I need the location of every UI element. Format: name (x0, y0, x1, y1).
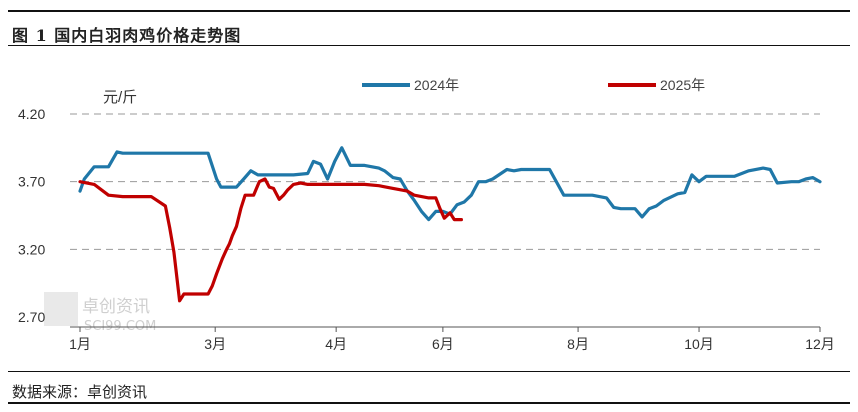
series-line-2025年 (78, 177, 463, 303)
bottom-rule (8, 402, 850, 404)
x-tick-label: 1月 (69, 336, 91, 352)
series-group (78, 146, 822, 303)
x-tick-label: 6月 (432, 336, 454, 352)
chart-title: 图 1 国内白羽肉鸡价格走势图 (12, 26, 242, 45)
line-chart: 卓创资讯 SCI99.COM 4.20 3.70 3.20 2.70 1月 3月 4月 6月… (18, 77, 835, 352)
y-tick-label: 3.20 (18, 241, 45, 257)
title-rule (8, 45, 850, 46)
x-tick-label: 3月 (204, 336, 226, 352)
y-tick-label: 4.20 (18, 106, 45, 122)
x-axis: 1月 3月 4月 6月 8月 10月 12月 (69, 326, 835, 352)
legend-label: 2025年 (660, 77, 705, 93)
footer-rule (8, 371, 850, 372)
x-tick-label: 10月 (684, 336, 714, 352)
gridlines (70, 113, 820, 250)
x-tick-label: 12月 (805, 336, 835, 352)
legend-label: 2024年 (414, 77, 459, 93)
y-tick-label: 3.70 (18, 174, 45, 190)
series-line-2024年 (78, 146, 822, 222)
watermark-logo: 卓创资讯 SCI99.COM (44, 292, 156, 334)
source-note: 数据来源：卓创资讯 (12, 383, 148, 401)
watermark-text: 卓创资讯 (82, 297, 150, 317)
y-unit-label: 元/斤 (103, 89, 137, 106)
top-rule (8, 10, 850, 12)
legend: 2024年 2025年 (362, 77, 705, 93)
x-tick-label: 8月 (567, 336, 589, 352)
y-axis-ticks: 4.20 3.70 3.20 2.70 (18, 106, 45, 325)
y-tick-label: 2.70 (18, 309, 45, 325)
x-tick-label: 4月 (325, 336, 347, 352)
